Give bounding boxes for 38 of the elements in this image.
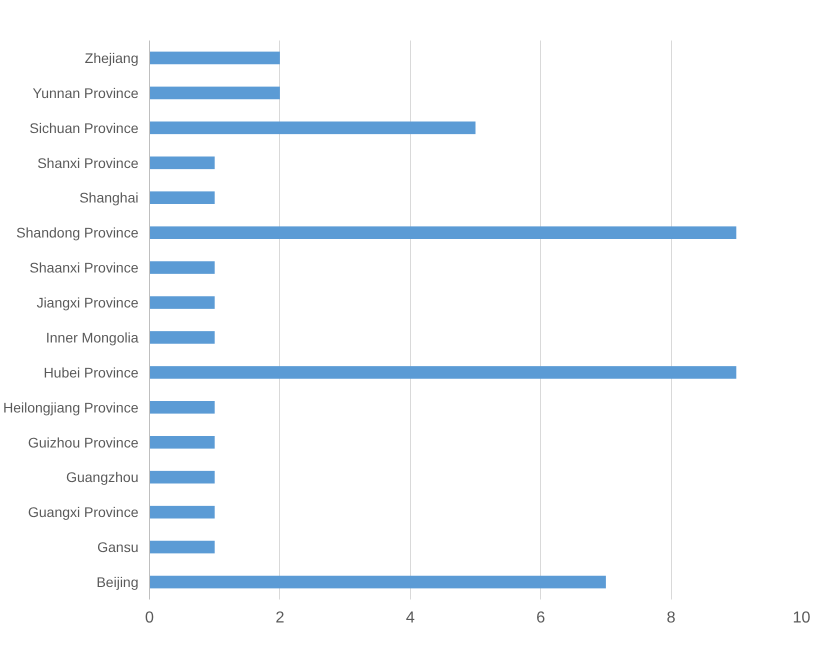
y-tick-label: Beijing [96,574,139,590]
bar [150,52,280,64]
x-tick-label: 0 [145,610,154,626]
y-tick-label: Guangxi Province [28,504,139,520]
y-tick-label: Zhejiang [84,50,138,66]
y-tick-label: Guangzhou [66,469,139,486]
y-tick-label: Jiangxi Province [36,294,139,311]
y-tick-label: Shanghai [79,190,139,206]
bar [150,366,736,379]
bar [150,226,736,239]
y-tick-label: Guizhou Province [28,434,139,450]
bar [150,540,215,554]
bar [150,261,215,274]
y-tick-label: Hubei Province [44,364,139,380]
bar [150,470,215,484]
y-tick-label: Sichuan Province [30,120,139,136]
y-tick-label: Shanxi Province [37,154,139,171]
y-tick-label: Inner Mongolia [46,329,139,346]
y-tick-label: Heilongjiang Province [3,399,139,416]
bar [150,191,215,204]
x-tick-label: 6 [536,610,546,626]
bar [150,86,280,100]
x-tick-label: 8 [666,610,676,626]
bar [150,331,215,344]
bar [150,576,606,588]
x-tick-label: 2 [275,610,284,626]
bar [150,122,476,134]
x-tick-label: 4 [406,610,415,626]
bar [150,156,215,170]
bar [150,436,215,449]
bar [150,506,215,518]
x-tick-label: 10 [792,610,810,626]
y-tick-label: Shandong Province [16,224,139,241]
y-tick-label: Gansu [97,539,138,556]
y-tick-label: Shaanxi Province [30,260,139,276]
bar [150,401,215,414]
bar [150,296,215,309]
y-tick-label: Yunnan Province [32,84,139,101]
